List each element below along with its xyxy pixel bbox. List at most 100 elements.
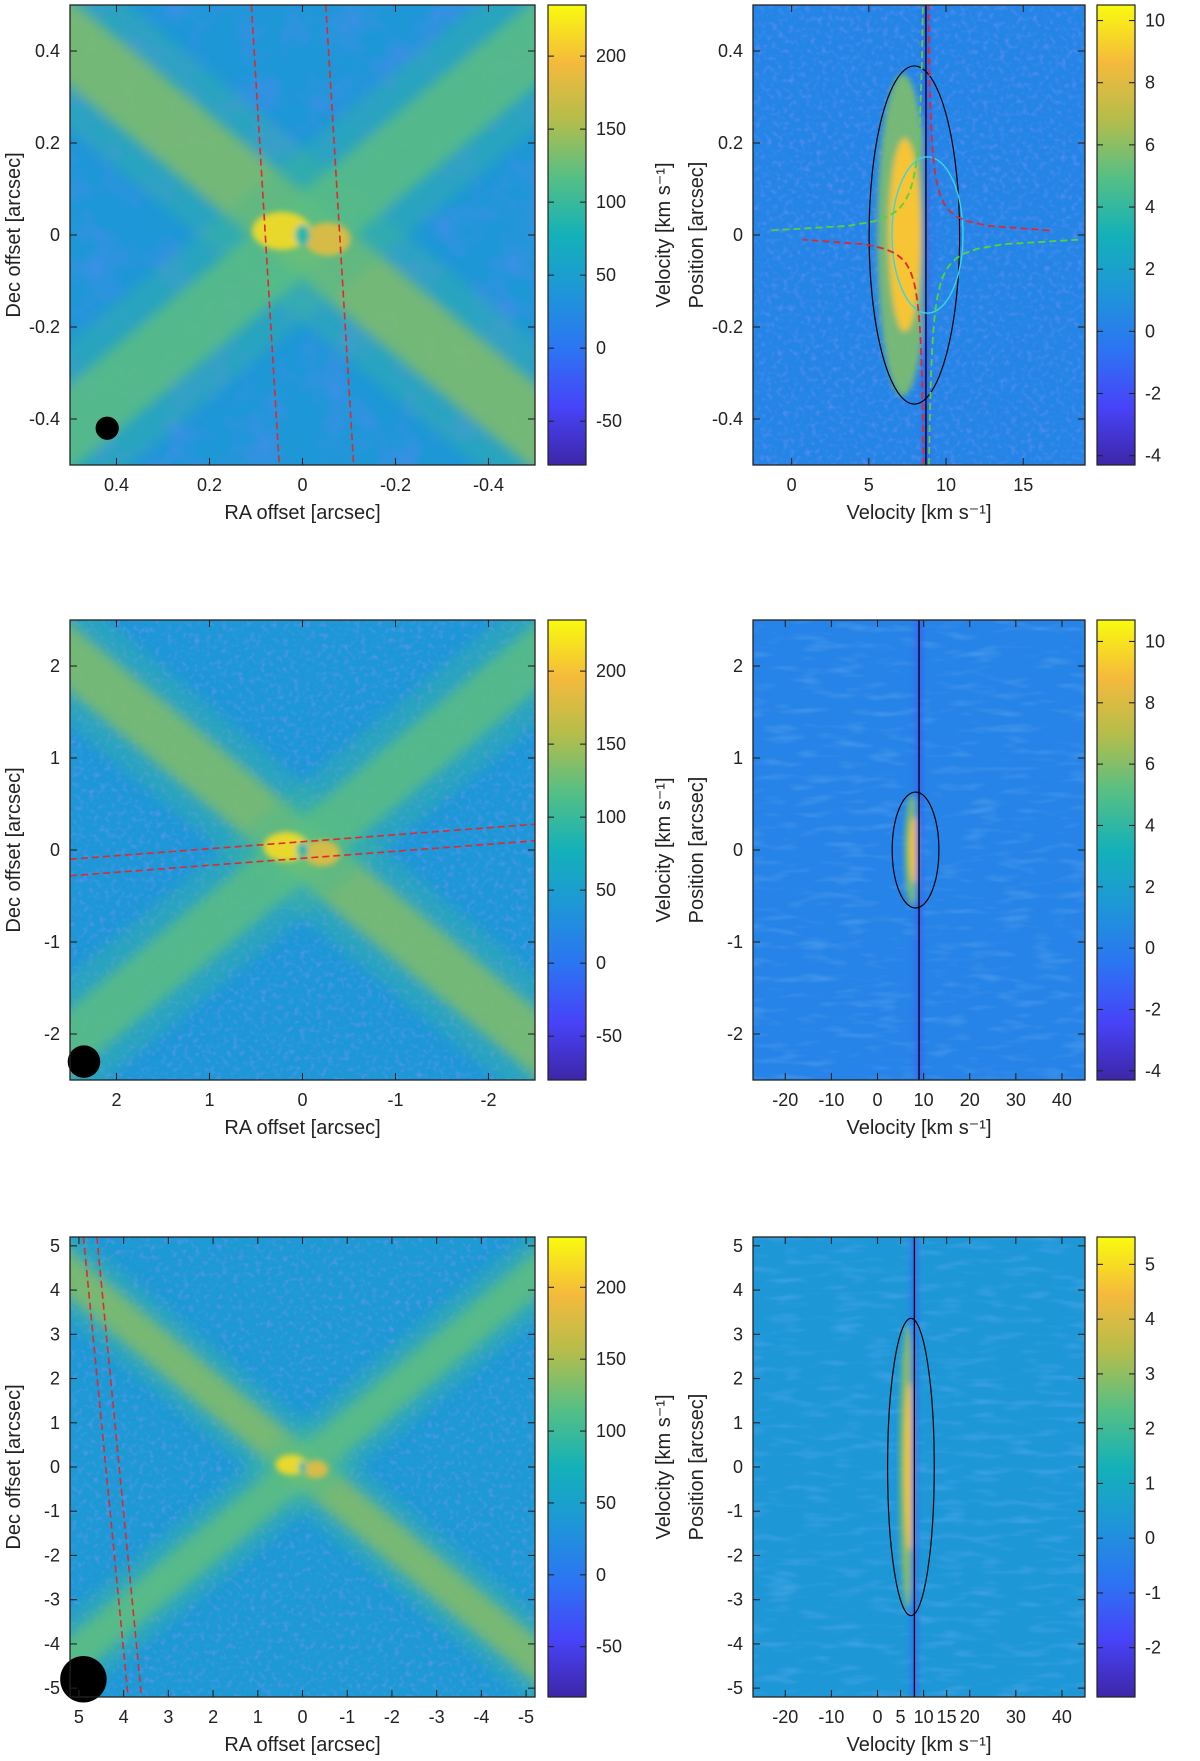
y-tick-label: 0.4 (35, 41, 60, 61)
colorbar-tick-label: -2 (1145, 1638, 1161, 1658)
outflow-arm-halo (70, 809, 336, 1080)
x-tick-label: 0.4 (104, 475, 129, 495)
colorbar-tick-label: 100 (596, 807, 626, 827)
colorbar-tick-label: 100 (596, 192, 626, 212)
y-tick-label: 0 (733, 225, 743, 245)
x-axis-label: Velocity [km s⁻¹] (846, 1117, 991, 1139)
colorbar-tick-label: 0 (596, 1565, 606, 1585)
colorbar-tick-label: -50 (596, 411, 622, 431)
model-ellipse (891, 156, 964, 314)
x-tick-label: 0 (872, 1707, 882, 1727)
y-tick-label: -0.2 (712, 317, 743, 337)
x-tick-label: 20 (960, 1090, 980, 1110)
y-tick-label: 2 (50, 1369, 60, 1389)
pv-contour (868, 65, 961, 405)
y-axis-label: Dec offset [arcsec] (3, 1384, 25, 1549)
x-axis-label: RA offset [arcsec] (224, 1117, 380, 1139)
x-tick-label: -10 (818, 1707, 844, 1727)
y-tick-label: 3 (50, 1324, 60, 1344)
y-axis-label: Dec offset [arcsec] (3, 767, 25, 932)
y-tick-label: 1 (733, 1413, 743, 1433)
beam-ellipse (67, 1045, 101, 1078)
x-tick-label: 15 (1013, 475, 1033, 495)
x-tick-label: -5 (518, 1707, 534, 1727)
y-tick-label: -0.4 (712, 409, 743, 429)
x-tick-label: 0 (787, 475, 797, 495)
colorbar (547, 4, 587, 466)
core-gap (298, 1461, 307, 1473)
colorbar (547, 1236, 587, 1698)
heatmap-image (70, 1237, 535, 1697)
y-tick-label: 3 (733, 1324, 743, 1344)
x-tick-label: 5 (864, 475, 874, 495)
y-tick-label: 2 (733, 1369, 743, 1389)
colorbar-tick-label: 50 (596, 1493, 616, 1513)
colorbar-tick-label: 5 (1145, 1254, 1155, 1274)
y-tick-label: 0.2 (35, 133, 60, 153)
colorbar-tick-label: -2 (1145, 999, 1161, 1019)
colorbar-tick-label: -4 (1145, 1061, 1161, 1081)
colorbar-tick-label: 200 (596, 46, 626, 66)
x-tick-label: 30 (1006, 1707, 1026, 1727)
x-tick-label: -4 (473, 1707, 489, 1727)
x-tick-label: -20 (772, 1707, 798, 1727)
outflow-arm-halo (70, 1237, 326, 1495)
x-tick-label: 1 (204, 1090, 214, 1110)
heatmap-image (753, 1237, 1085, 1697)
colorbar-tick-label: 8 (1145, 693, 1155, 713)
outflow-arm-halo (70, 620, 336, 891)
y-tick-label: 4 (733, 1280, 743, 1300)
y-tick-label: -5 (44, 1678, 60, 1698)
slit-line (82, 1237, 129, 1697)
y-tick-label: 0 (733, 1457, 743, 1477)
heatmap-image (753, 620, 1085, 1080)
core-lobe (304, 222, 351, 256)
y-tick-label: 0 (50, 840, 60, 860)
colorbar-tick-label: -4 (1145, 446, 1161, 466)
y-tick-label: -1 (727, 1501, 743, 1521)
outflow-arms (70, 1237, 535, 1697)
panel-row3-right: -20 -10 0 5 10 15 20 30 40-5-4-3-2-1012345Veloci… (686, 1236, 1161, 1756)
y-tick-label: -1 (44, 1501, 60, 1521)
core-emission (263, 832, 340, 867)
slit-line (70, 840, 535, 877)
x-tick-label: 30 (1006, 1090, 1026, 1110)
y-tick-label: -1 (44, 932, 60, 952)
y-tick-label: -2 (727, 1545, 743, 1565)
x-tick-label: 10 (936, 475, 956, 495)
colorbar-tick-label: 4 (1145, 815, 1155, 835)
x-tick-label: 0 (297, 475, 307, 495)
x-tick-label: -10 (818, 1090, 844, 1110)
colorbar (1096, 4, 1136, 466)
colorbar-tick-label: 100 (596, 1421, 626, 1441)
x-axis-label: Velocity [km s⁻¹] (846, 502, 991, 524)
colorbar-tick-label: 4 (1145, 1309, 1155, 1329)
colorbar-tick-label: 0 (596, 338, 606, 358)
colorbar-tick-label: 50 (596, 265, 616, 285)
x-tick-label: 2 (111, 1090, 121, 1110)
heatmap-image (753, 5, 1085, 465)
panel-row2-left: 2 1 0 -1 -2 -2 -1 0 1 2 RA offset [arcsec] Dec offs… (3, 619, 675, 1139)
core-gap (294, 224, 311, 246)
outflow-arm-halo (269, 809, 535, 1080)
pv-noise (753, 1237, 1085, 1697)
colorbar-tick-label: 0 (1145, 1528, 1155, 1548)
colorbar-tick-label: -50 (596, 1637, 622, 1657)
y-tick-label: 4 (50, 1280, 60, 1300)
x-tick-label: 40 (1052, 1090, 1072, 1110)
model-curve-green (928, 238, 1081, 465)
panel-row3-left: 5 4 3 2 1 0 -1 -2 -3 -4 -5 -5 -4 -3 -2 -1 0 1 2 3 4 5 RA offse… (3, 1236, 675, 1756)
x-tick-label: 5 (896, 1707, 906, 1727)
outflow-arm-halo (259, 183, 535, 465)
colorbar-tick-label: 4 (1145, 197, 1155, 217)
colorbar-tick-label: 1 (1145, 1473, 1155, 1493)
colorbar-tick-label: 0 (1145, 938, 1155, 958)
beam-ellipse (60, 1656, 107, 1703)
colorbar (1096, 619, 1136, 1081)
y-tick-label: -2 (727, 1024, 743, 1044)
y-tick-label: -3 (727, 1590, 743, 1610)
colorbar-tick-label: -1 (1145, 1583, 1161, 1603)
y-tick-label: -5 (727, 1678, 743, 1698)
core-lobe (303, 1460, 329, 1479)
